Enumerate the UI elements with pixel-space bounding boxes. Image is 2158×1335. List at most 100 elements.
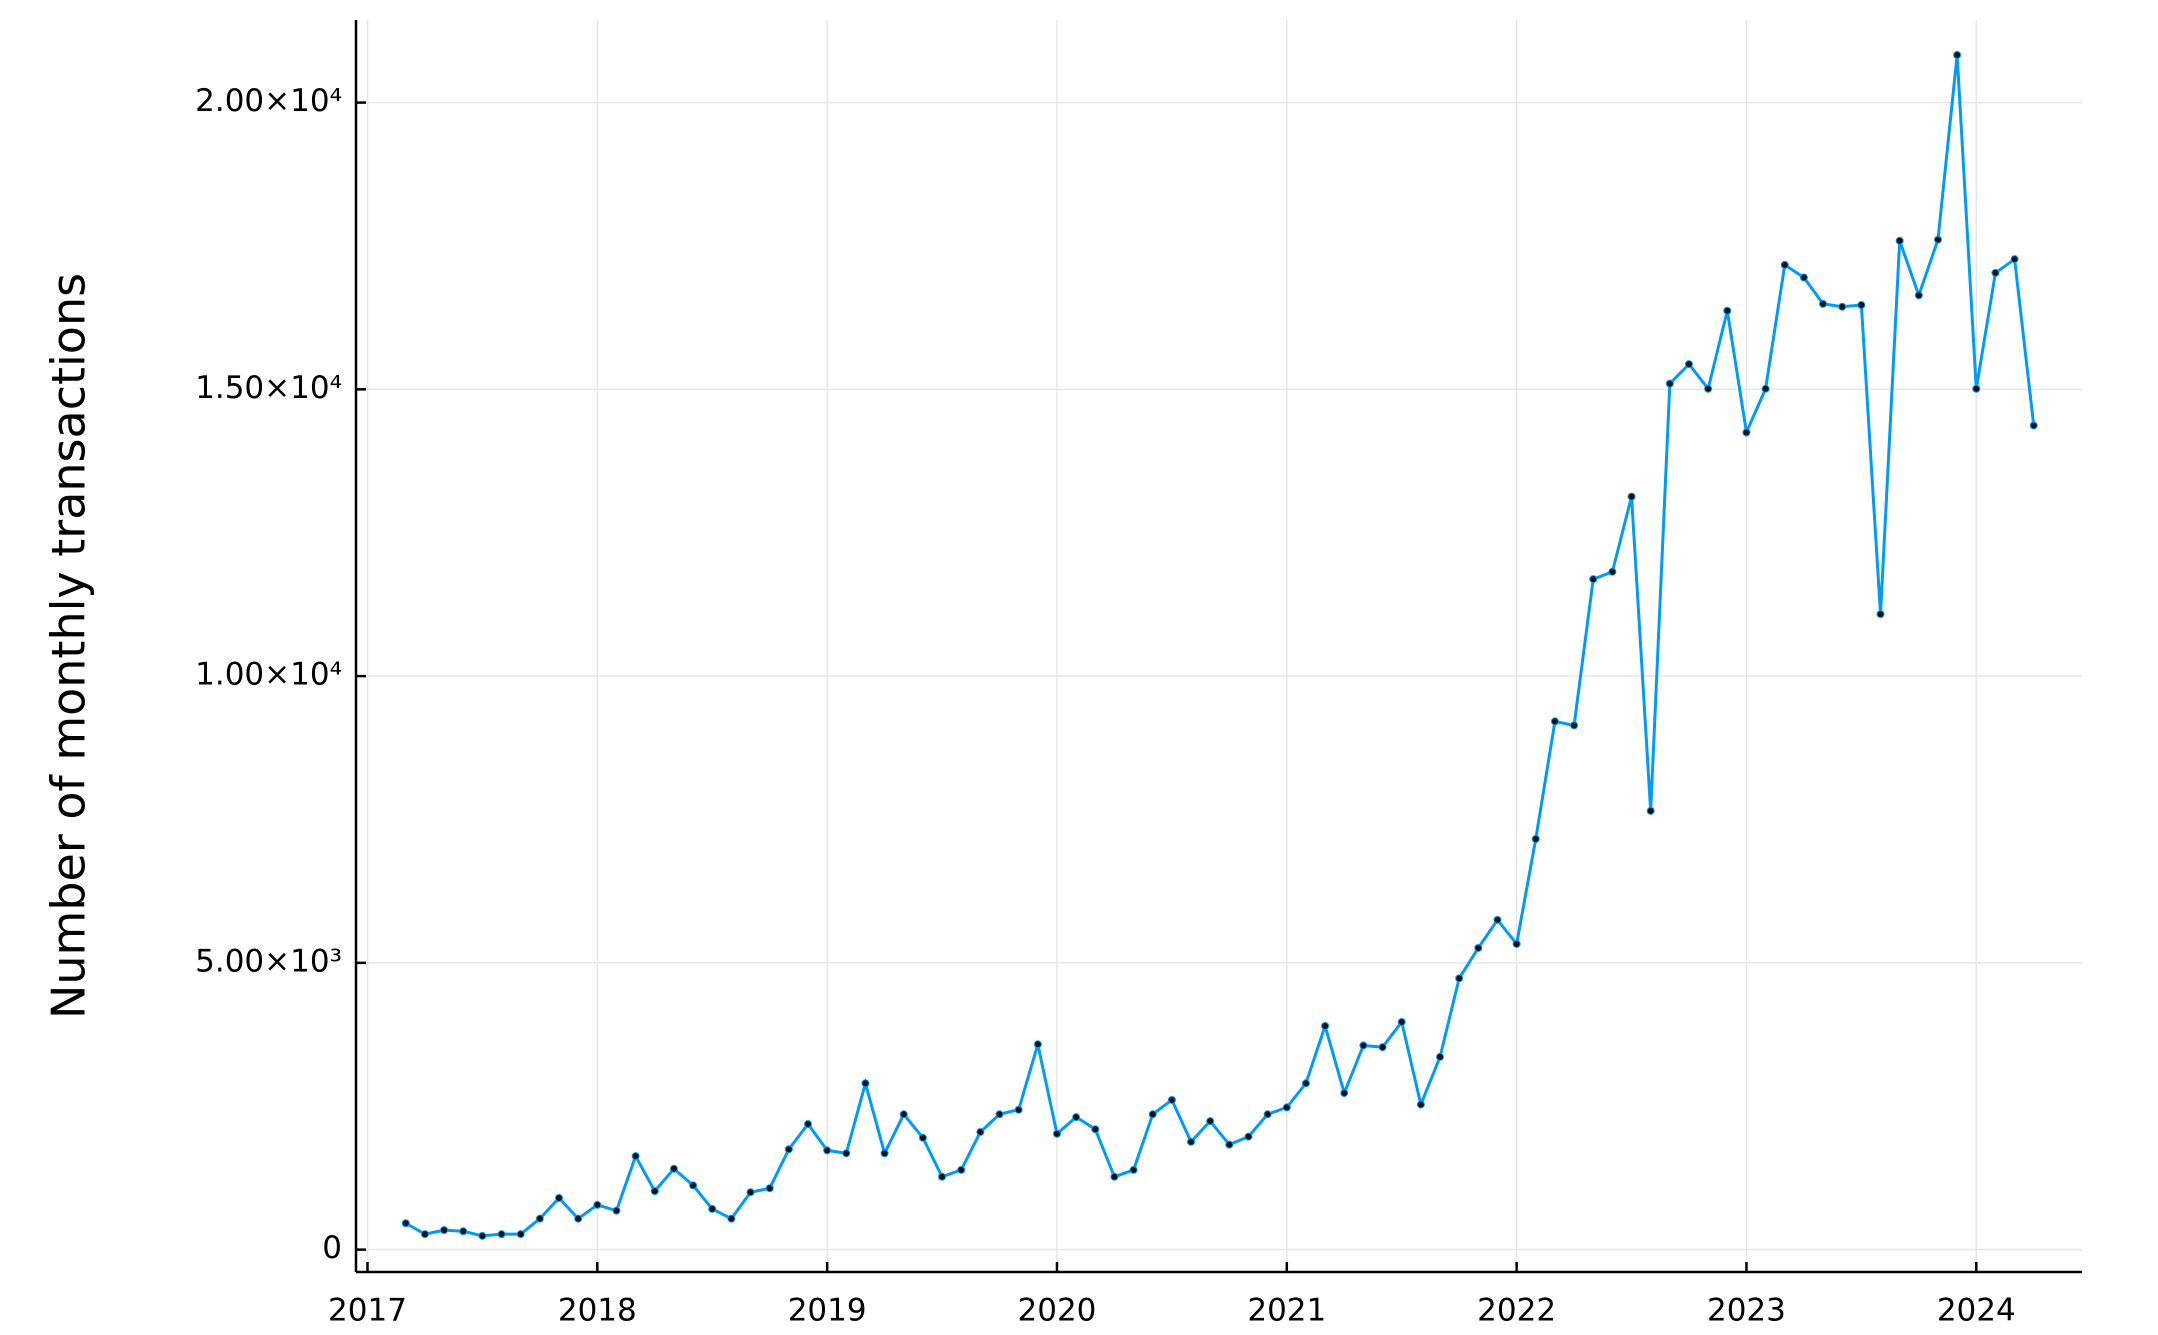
data-point — [497, 1230, 506, 1239]
data-point — [478, 1231, 487, 1240]
data-point — [1857, 301, 1866, 310]
data-point — [1436, 1052, 1445, 1061]
data-point — [1570, 721, 1579, 730]
data-point — [1072, 1113, 1081, 1122]
data-point — [1244, 1132, 1253, 1141]
data-point — [746, 1188, 755, 1197]
y-axis-label: Number of monthly transactions — [42, 273, 96, 1019]
data-point — [995, 1110, 1004, 1119]
data-point — [401, 1219, 410, 1228]
data-point — [1148, 1110, 1157, 1119]
data-point — [1014, 1105, 1023, 1114]
data-point — [1761, 384, 1770, 393]
data-point — [1589, 575, 1598, 584]
data-point — [1704, 384, 1713, 393]
data-point — [1953, 50, 1962, 59]
x-tick-label: 2023 — [1707, 1293, 1786, 1329]
data-point — [1531, 834, 1540, 843]
data-point — [1110, 1172, 1119, 1181]
y-tick-label: 1.50×10⁴ — [195, 370, 342, 406]
data-point — [727, 1214, 736, 1223]
data-point — [1052, 1129, 1061, 1138]
data-point — [1723, 306, 1732, 315]
y-tick-label: 5.00×10³ — [195, 943, 342, 979]
data-point — [1397, 1017, 1406, 1026]
data-point — [1493, 915, 1502, 924]
y-tick-label: 1.00×10⁴ — [195, 657, 342, 693]
data-point — [1225, 1140, 1234, 1149]
data-point — [689, 1181, 698, 1190]
data-point — [823, 1146, 832, 1155]
data-point — [1378, 1043, 1387, 1052]
data-point — [1455, 974, 1464, 983]
data-point — [535, 1214, 544, 1223]
data-point — [2010, 255, 2019, 264]
data-point — [1742, 428, 1751, 437]
data-point — [1321, 1021, 1330, 1030]
data-point — [1799, 273, 1808, 282]
data-point — [631, 1152, 640, 1161]
data-point — [1608, 567, 1617, 576]
data-point — [1684, 360, 1693, 369]
data-point — [842, 1149, 851, 1158]
data-point — [1167, 1095, 1176, 1104]
data-point — [1838, 302, 1847, 311]
data-point — [1282, 1103, 1291, 1112]
data-point — [1780, 260, 1789, 269]
data-point — [708, 1204, 717, 1213]
data-point — [1301, 1079, 1310, 1088]
x-tick-label: 2020 — [1018, 1293, 1097, 1329]
data-point — [1206, 1117, 1215, 1126]
data-point — [574, 1214, 583, 1223]
data-point — [765, 1184, 774, 1193]
data-point — [1550, 717, 1559, 726]
data-point — [2029, 421, 2038, 430]
data-point — [1033, 1040, 1042, 1049]
data-point — [1187, 1137, 1196, 1146]
data-point — [1359, 1041, 1368, 1050]
x-tick-label: 2018 — [558, 1293, 637, 1329]
x-tick-label: 2021 — [1247, 1293, 1326, 1329]
data-point — [1474, 943, 1483, 952]
data-point — [1876, 610, 1885, 619]
data-point — [1933, 235, 1942, 244]
data-point — [1091, 1125, 1100, 1134]
data-point — [669, 1164, 678, 1173]
data-point — [1646, 806, 1655, 815]
data-point — [1263, 1110, 1272, 1119]
data-point — [1340, 1089, 1349, 1098]
x-tick-label: 2022 — [1477, 1293, 1556, 1329]
data-point — [880, 1149, 889, 1158]
data-point — [861, 1079, 870, 1088]
data-point — [804, 1120, 813, 1129]
data-point — [1991, 268, 2000, 277]
data-point — [918, 1133, 927, 1142]
data-point — [1972, 384, 1981, 393]
data-point — [957, 1165, 966, 1174]
y-tick-label: 2.00×10⁴ — [195, 83, 342, 119]
data-point — [1819, 299, 1828, 308]
data-line — [405, 54, 2036, 1238]
data-point — [593, 1200, 602, 1209]
data-point — [420, 1230, 429, 1239]
data-point — [784, 1145, 793, 1154]
data-point — [976, 1128, 985, 1137]
data-point — [1665, 379, 1674, 388]
data-point — [516, 1230, 525, 1239]
data-point — [459, 1227, 468, 1236]
data-point — [1129, 1165, 1138, 1174]
x-tick-label: 2017 — [328, 1293, 407, 1329]
data-point — [555, 1194, 564, 1203]
data-point — [440, 1226, 449, 1235]
x-tick-label: 2019 — [788, 1293, 867, 1329]
data-point — [1416, 1100, 1425, 1109]
x-tick-label: 2024 — [1937, 1293, 2016, 1329]
data-point — [899, 1110, 908, 1119]
data-point — [1914, 291, 1923, 300]
data-point — [650, 1187, 659, 1196]
data-point — [1627, 492, 1636, 501]
data-point — [1895, 236, 1904, 245]
data-point — [938, 1172, 947, 1181]
